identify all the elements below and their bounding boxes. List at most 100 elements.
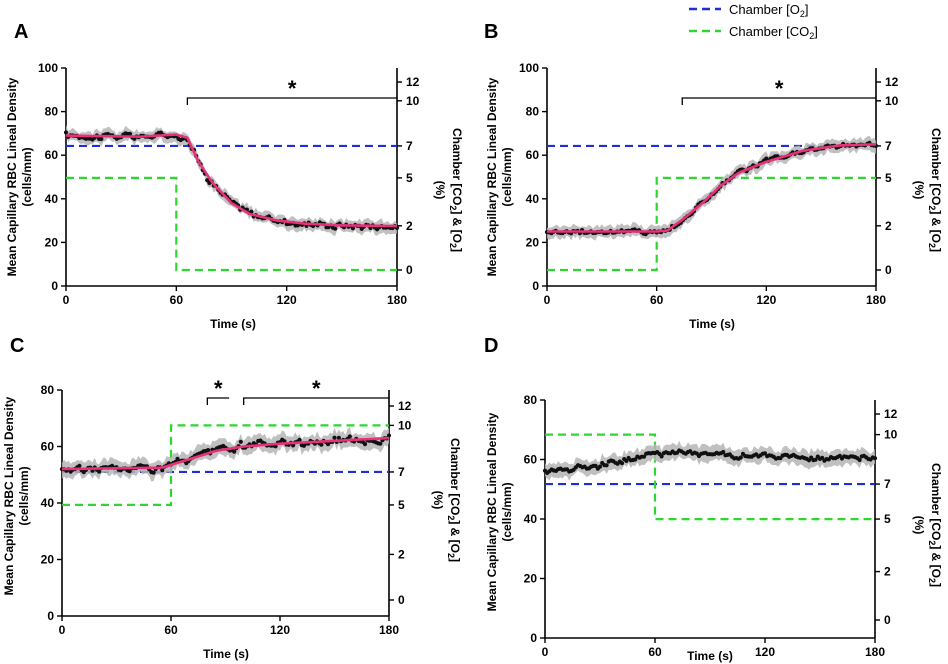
panel-b-ytick-label: 60 bbox=[526, 148, 540, 162]
svg-text:Chamber [CO2] & [O2]: Chamber [CO2] & [O2] bbox=[927, 128, 943, 252]
panel-a-ylabel: Mean Capillary RBC Lineal Density (cells… bbox=[5, 77, 34, 276]
panel-a-y2tick-label: 2 bbox=[406, 219, 413, 233]
svg-text:Chamber [CO2] & [O2]: Chamber [CO2] & [O2] bbox=[927, 463, 943, 587]
panel-d-data-point bbox=[641, 454, 647, 459]
svg-text:Mean Capillary RBC Lineal Dens: Mean Capillary RBC Lineal Density bbox=[485, 412, 499, 611]
panel-c-data-point bbox=[238, 439, 243, 444]
panel-b-ytick-label: 80 bbox=[526, 105, 540, 119]
panel-d-xlabel: Time (s) bbox=[687, 649, 733, 663]
panel-a-sem-band bbox=[66, 124, 397, 236]
panel-c-data-point bbox=[77, 463, 82, 468]
panel-c-y2tick-label: 7 bbox=[398, 465, 405, 479]
panel-d-y2tick-label: 0 bbox=[884, 613, 891, 627]
panel-c-ytick-label: 40 bbox=[41, 496, 55, 510]
panel-d-sem-band bbox=[545, 440, 875, 481]
panel-a-data-point bbox=[333, 226, 338, 231]
panel-d-data-point bbox=[872, 456, 878, 461]
panel-c-data-point bbox=[319, 442, 324, 447]
svg-text:(cells/mm): (cells/mm) bbox=[17, 466, 31, 525]
panel-d-data-point bbox=[619, 461, 625, 466]
panel-c-y2tick-label: 12 bbox=[398, 399, 412, 413]
panel-b-xtick-label: 180 bbox=[866, 293, 886, 307]
panel-a-y2label: Chamber [CO2] & [O2] (%) bbox=[433, 128, 464, 252]
panel-d-xtick-label: 120 bbox=[755, 645, 775, 659]
panel-d-xtick-label: 0 bbox=[542, 645, 549, 659]
panel-d-data-point bbox=[813, 457, 818, 462]
panel-c-fit-curve bbox=[61, 436, 390, 471]
panel-a-data-point bbox=[249, 209, 254, 214]
panel-d-xtick-label: 60 bbox=[648, 645, 662, 659]
svg-text:Mean Capillary RBC Lineal Dens: Mean Capillary RBC Lineal Density bbox=[485, 77, 499, 276]
panel-b-y2tick-label: 12 bbox=[885, 75, 899, 89]
panel-d: D Mean Capillary RBC Lineal Density (cel… bbox=[484, 335, 943, 663]
panel-b-ytick-label: 0 bbox=[532, 279, 539, 293]
panel-a-y2tick-label: 7 bbox=[406, 139, 413, 153]
panel-c-data-point bbox=[362, 442, 368, 447]
panel-c-sig-star: * bbox=[312, 376, 321, 401]
panel-a-ytick-label: 40 bbox=[45, 192, 59, 206]
panel-b-xtick-label: 0 bbox=[544, 293, 551, 307]
panel-a-xtick-label: 0 bbox=[63, 293, 70, 307]
panel-b-ytick-label: 20 bbox=[526, 235, 540, 249]
panel-a-data-point bbox=[127, 131, 133, 136]
legend: Chamber [O2] Chamber [CO2] bbox=[689, 2, 818, 41]
panel-c-xtick-label: 120 bbox=[270, 623, 290, 637]
panel-b-y2tick-label: 5 bbox=[885, 171, 892, 185]
panel-c-ytick-label: 0 bbox=[47, 609, 54, 623]
panel-d-data-point bbox=[820, 455, 825, 460]
panel-d-label: D bbox=[484, 335, 498, 357]
panel-d-data-point bbox=[857, 457, 862, 463]
panel-d-ytick-label: 80 bbox=[524, 393, 538, 407]
svg-text:Chamber [CO2] & [O2]: Chamber [CO2] & [O2] bbox=[446, 438, 462, 562]
panel-b-y2tick-label: 10 bbox=[885, 94, 899, 108]
panel-c-xtick-label: 0 bbox=[59, 623, 66, 637]
panel-a-ytick-label: 100 bbox=[38, 61, 58, 75]
panel-c-data-point bbox=[336, 435, 341, 440]
panel-d-co2-line bbox=[545, 433, 875, 521]
panel-d-ytick-label: 20 bbox=[524, 572, 538, 586]
panel-a-y2tick-label: 5 bbox=[406, 171, 413, 185]
panel-c-data-point bbox=[160, 468, 165, 473]
panel-d-y2label: Chamber [CO2] & [O2] (%) bbox=[912, 463, 943, 587]
panel-c-y2tick-label: 2 bbox=[398, 547, 405, 561]
panel-a-ytick-label: 60 bbox=[45, 148, 59, 162]
panel-c-data-point bbox=[127, 469, 132, 474]
svg-text:(cells/mm): (cells/mm) bbox=[500, 147, 514, 206]
panel-d-ytick-label: 0 bbox=[530, 631, 537, 645]
svg-text:Mean Capillary RBC Lineal Dens: Mean Capillary RBC Lineal Density bbox=[5, 77, 19, 276]
panel-c: C Mean Capillary RBC Lineal Density (cel… bbox=[2, 335, 462, 661]
panel-b: B Mean Capillary RBC Lineal Density (cel… bbox=[484, 21, 943, 331]
panel-d-y2tick-label: 7 bbox=[884, 477, 891, 491]
panel-c-xtick-label: 60 bbox=[164, 623, 178, 637]
panel-a-y2tick-label: 12 bbox=[406, 75, 420, 89]
svg-text:(%): (%) bbox=[912, 516, 926, 535]
svg-text:(%): (%) bbox=[433, 181, 447, 200]
panel-b-y2label: Chamber [CO2] & [O2] (%) bbox=[912, 128, 943, 252]
panel-a-ytick-label: 0 bbox=[51, 279, 58, 293]
panel-a-y2tick-label: 0 bbox=[406, 263, 413, 277]
panel-b-co2-line bbox=[547, 176, 876, 272]
panel-c-xlabel: Time (s) bbox=[203, 647, 249, 661]
panel-d-data-point bbox=[624, 458, 629, 463]
panel-d-ytick-label: 40 bbox=[524, 512, 538, 526]
panel-c-y2tick-label: 10 bbox=[398, 418, 412, 432]
panel-d-data-point bbox=[597, 464, 603, 469]
svg-text:Mean Capillary RBC Lineal Dens: Mean Capillary RBC Lineal Density bbox=[2, 396, 16, 595]
panel-a-data-point bbox=[350, 226, 355, 231]
panel-b-fit-curve bbox=[547, 143, 877, 233]
panel-a-fit-curve bbox=[66, 133, 398, 228]
panel-d-data-point bbox=[633, 457, 638, 462]
panel-c-ytick-label: 60 bbox=[41, 440, 55, 454]
panel-a-xtick-label: 120 bbox=[277, 293, 297, 307]
panel-d-data-point bbox=[738, 455, 743, 460]
panel-c-data-point bbox=[332, 435, 337, 440]
panel-b-y2tick-label: 2 bbox=[885, 219, 892, 233]
panel-c-data-point bbox=[297, 437, 302, 442]
panel-c-ytick-label: 20 bbox=[41, 553, 55, 567]
panel-c-label: C bbox=[10, 335, 24, 357]
panel-d-ylabel: Mean Capillary RBC Lineal Density (cells… bbox=[485, 412, 514, 611]
panel-a-data-point bbox=[99, 136, 104, 142]
panel-b-label: B bbox=[484, 21, 498, 43]
panel-c-data-point bbox=[151, 470, 156, 475]
panel-d-ytick-label: 60 bbox=[524, 453, 538, 467]
